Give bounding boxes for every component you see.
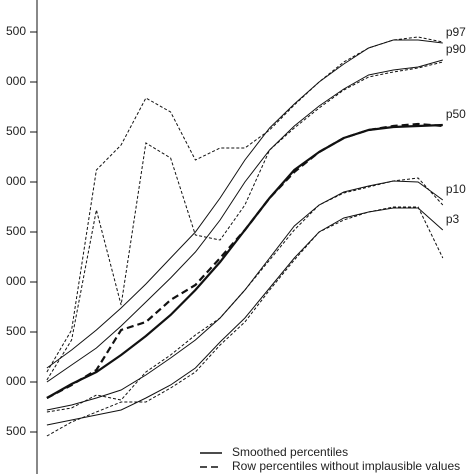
y-tick-label: 500 (6, 324, 26, 338)
line (46, 177, 444, 413)
y-tick-label: 500 (6, 424, 26, 438)
line (46, 61, 443, 381)
y-tick-label: 000 (6, 74, 26, 88)
y-tick-label: 500 (6, 24, 26, 38)
line (46, 122, 443, 399)
line-label: p10 (446, 182, 466, 196)
line (46, 36, 443, 373)
y-tick-label: 500 (6, 224, 26, 238)
line-label: p3 (446, 212, 460, 226)
line (46, 180, 444, 411)
y-tick-label: 000 (6, 374, 26, 388)
legend-label: Row percentiles without implausible valu… (232, 459, 460, 473)
y-tick-label: 000 (6, 174, 26, 188)
y-tick-label: 500 (6, 124, 26, 138)
line-label: p50 (446, 107, 466, 121)
line (46, 206, 444, 437)
line-label: p90 (446, 42, 466, 56)
y-tick-label: 000 (6, 274, 26, 288)
line (46, 59, 443, 383)
line (46, 207, 444, 426)
line (46, 123, 443, 399)
legend-label: Smoothed percentiles (232, 445, 348, 459)
line-label: p97 (446, 25, 466, 39)
